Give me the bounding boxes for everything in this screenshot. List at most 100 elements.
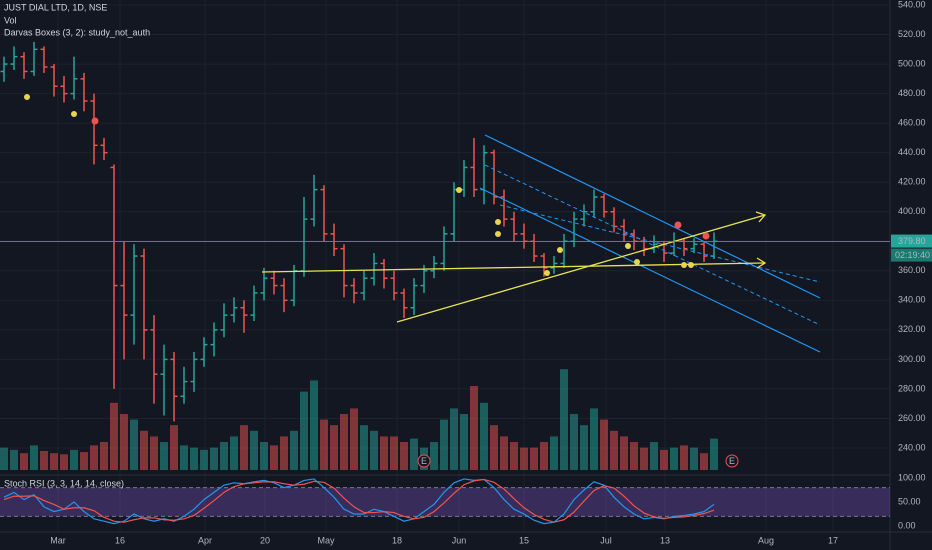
x-tick-label: 18 <box>392 535 402 545</box>
arrow-head <box>756 257 767 269</box>
marker-dot <box>456 187 462 193</box>
channel-line <box>499 204 821 283</box>
volume-bar <box>210 447 218 470</box>
volume-bar <box>650 442 658 470</box>
indicator-label: Darvas Boxes (3, 2): study_not_auth <box>4 27 150 37</box>
volume-bar <box>540 442 548 470</box>
volume-bar <box>160 442 168 470</box>
y-tick-label: 400.00 <box>898 206 926 216</box>
volume-bar <box>490 425 498 470</box>
volume-bar <box>250 430 258 470</box>
volume-bar <box>30 445 38 470</box>
marker-dot <box>702 232 710 240</box>
marker-dot <box>71 111 77 117</box>
volume-bar <box>410 438 418 470</box>
volume-bar <box>100 442 108 470</box>
volume-bar <box>600 419 608 470</box>
marker-dot <box>674 221 682 229</box>
rsi-line <box>3 478 715 523</box>
y-tick-label: 260.00 <box>898 413 926 423</box>
volume-bar <box>680 445 688 470</box>
marker-dot <box>634 259 640 265</box>
volume-bar <box>640 447 648 470</box>
volume-bar <box>310 380 318 470</box>
event-marker <box>725 454 739 468</box>
rsi-tick-label: 0.00 <box>898 520 916 530</box>
volume-bar <box>670 447 678 470</box>
arrow-head <box>755 211 767 223</box>
x-tick-label: Mar <box>50 535 66 545</box>
volume-bar <box>360 425 368 470</box>
volume-bar <box>120 414 128 470</box>
volume-bar <box>190 447 198 470</box>
marker-dot <box>688 262 694 268</box>
price-bars <box>0 41 718 422</box>
y-tick-label: 280.00 <box>898 383 926 393</box>
volume-bar <box>230 436 238 470</box>
volume-bar <box>610 430 618 470</box>
volume-bar <box>280 436 288 470</box>
volume-bar <box>200 449 208 470</box>
x-tick-label: May <box>317 535 335 545</box>
volume-bar <box>130 419 138 470</box>
volume-bar <box>70 449 78 470</box>
volume-bar <box>630 442 638 470</box>
stoch-rsi <box>3 478 715 525</box>
y-tick-label: 440.00 <box>898 147 926 157</box>
volume-bar <box>260 442 268 470</box>
volume-bar <box>520 447 528 470</box>
volume-bar <box>660 449 668 470</box>
marker-dot <box>91 117 99 125</box>
y-tick-label: 320.00 <box>898 324 926 334</box>
volume-bar <box>550 436 558 470</box>
countdown-box <box>891 248 932 262</box>
volume-bar <box>40 450 48 470</box>
marker-dot <box>544 270 550 276</box>
event-label: E <box>421 456 427 466</box>
marker-dot <box>625 243 631 249</box>
x-tick-label: 15 <box>519 535 529 545</box>
volume <box>0 369 718 470</box>
volume-bar <box>270 445 278 470</box>
x-tick-label: 16 <box>115 535 125 545</box>
volume-bar <box>480 402 488 470</box>
volume-bar <box>470 386 478 470</box>
volume-bar <box>390 436 398 470</box>
volume-bar <box>500 436 508 470</box>
volume-bar <box>140 430 148 470</box>
rsi-tick-label: 100.00 <box>898 472 926 482</box>
channel-line <box>479 187 821 353</box>
volume-bar <box>340 414 348 470</box>
volume-bar <box>560 369 568 470</box>
y-tick-label: 460.00 <box>898 118 926 128</box>
volume-bar <box>620 436 628 470</box>
volume-bar <box>290 430 298 470</box>
y-tick-label: 480.00 <box>898 88 926 98</box>
volume-bar <box>110 402 118 470</box>
volume-bar <box>700 453 708 470</box>
y-tick-label: 240.00 <box>898 442 926 452</box>
marker-dot <box>495 231 501 237</box>
volume-bar <box>10 449 18 470</box>
volume-bar <box>170 425 178 470</box>
event-label: E <box>729 456 735 466</box>
marker-dot <box>681 262 687 268</box>
last-price-box <box>891 234 932 248</box>
indicator-label: Stoch RSI (3, 3, 14, 14, close) <box>4 478 124 488</box>
countdown-label: 02:19:40 <box>895 250 930 260</box>
x-tick-label: 13 <box>660 535 670 545</box>
volume-bar <box>570 414 578 470</box>
volume-bar <box>710 438 718 470</box>
channel-line <box>484 164 821 326</box>
volume-bar <box>60 454 68 470</box>
volume-bar <box>90 445 98 470</box>
volume-bar <box>350 408 358 470</box>
volume-bar <box>510 442 518 470</box>
indicator-label: Vol <box>4 15 17 25</box>
channel-line <box>484 134 821 299</box>
x-tick-label: Jun <box>452 535 467 545</box>
volume-bar <box>530 447 538 470</box>
x-tick-label: Jul <box>600 535 612 545</box>
